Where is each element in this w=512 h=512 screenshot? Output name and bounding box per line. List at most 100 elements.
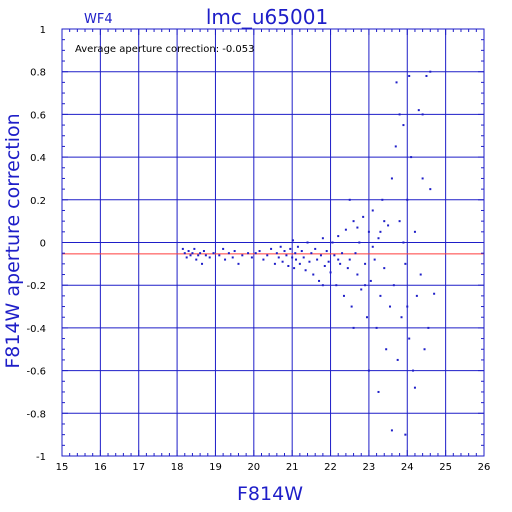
data-point	[394, 145, 397, 148]
data-point	[279, 245, 282, 248]
data-point	[341, 252, 344, 255]
data-point	[348, 198, 351, 201]
x-tick-label: 21	[286, 462, 299, 473]
data-point	[377, 237, 380, 240]
x-tick-label: 22	[324, 462, 337, 473]
data-point	[294, 252, 297, 255]
grid-lines	[62, 29, 484, 456]
x-tick-label: 26	[478, 462, 491, 473]
data-point	[333, 254, 336, 257]
data-point	[318, 279, 321, 282]
data-point	[352, 326, 355, 329]
data-point	[344, 228, 347, 231]
data-point	[302, 256, 305, 259]
data-point	[323, 264, 326, 267]
data-point	[389, 305, 392, 308]
data-point	[295, 258, 298, 261]
x-tick-label: 17	[132, 462, 145, 473]
data-point	[369, 279, 372, 282]
data-point	[308, 260, 311, 263]
data-point	[362, 215, 365, 218]
y-tick-label: 0	[40, 239, 46, 250]
data-point	[325, 250, 328, 253]
data-point	[291, 239, 294, 242]
data-point	[247, 252, 250, 255]
data-point	[402, 124, 405, 127]
data-point	[360, 288, 363, 291]
data-point	[371, 209, 374, 212]
x-tick-label: 20	[247, 462, 260, 473]
data-point	[262, 258, 265, 261]
data-point	[406, 305, 409, 308]
y-tick-label: -0.4	[26, 324, 46, 335]
data-point	[410, 156, 413, 159]
data-point	[379, 230, 382, 233]
data-point	[314, 247, 317, 250]
data-point	[429, 70, 432, 73]
data-point	[404, 433, 407, 436]
data-point	[408, 337, 411, 340]
y-tick-label: 0.6	[30, 110, 46, 121]
data-point	[191, 252, 194, 255]
data-point	[395, 81, 398, 84]
data-point	[306, 241, 309, 244]
x-tick-label: 19	[209, 462, 222, 473]
data-point	[195, 258, 198, 261]
data-point	[202, 250, 205, 253]
data-point	[204, 254, 207, 257]
data-point	[371, 245, 374, 248]
data-point	[346, 267, 349, 270]
data-point	[300, 250, 303, 253]
data-point	[218, 254, 221, 257]
data-point	[406, 198, 409, 201]
data-point	[400, 316, 403, 319]
data-point	[319, 254, 322, 257]
data-point	[390, 177, 393, 180]
average-annotation: Average aperture correction: -0.053	[75, 44, 255, 55]
data-point	[197, 254, 200, 257]
x-tick-label: 25	[439, 462, 452, 473]
data-point	[398, 113, 401, 116]
data-point	[379, 294, 382, 297]
data-point	[291, 256, 294, 259]
y-tick-label: 0.8	[30, 68, 46, 79]
data-point	[199, 252, 202, 255]
y-axis-label: F814W aperture correction	[2, 113, 24, 368]
data-point	[201, 262, 204, 265]
data-point	[429, 188, 432, 191]
data-point	[241, 254, 244, 257]
data-point	[433, 292, 436, 295]
data-point	[193, 247, 196, 250]
data-point	[181, 247, 184, 250]
data-point	[358, 241, 361, 244]
data-point	[277, 256, 280, 259]
data-point	[377, 390, 380, 393]
data-point	[287, 264, 290, 267]
data-point	[337, 235, 340, 238]
data-point	[364, 284, 367, 287]
data-point	[273, 262, 276, 265]
data-point	[364, 262, 367, 265]
y-tick-label: 0.4	[30, 153, 46, 164]
data-point	[321, 237, 324, 240]
y-tick-label: -0.6	[26, 367, 46, 378]
data-point	[404, 262, 407, 265]
y-tick-label: -0.8	[26, 409, 46, 420]
data-point	[208, 256, 211, 259]
y-tick-label: -0.2	[26, 281, 46, 292]
data-point	[331, 241, 334, 244]
data-point	[270, 247, 273, 250]
data-point	[402, 241, 405, 244]
data-point	[348, 258, 351, 261]
data-point	[250, 256, 253, 259]
data-point	[367, 369, 370, 372]
data-point	[412, 369, 415, 372]
y-tick-labels: -1 -0.8 -0.6 -0.4 -0.2 0 0.2 0.4 0.6 0.8 1	[26, 25, 46, 463]
data-point	[413, 230, 416, 233]
data-point	[392, 284, 395, 287]
data-point	[385, 348, 388, 351]
data-point	[327, 260, 330, 263]
data-point	[415, 294, 418, 297]
data-point	[381, 198, 384, 201]
